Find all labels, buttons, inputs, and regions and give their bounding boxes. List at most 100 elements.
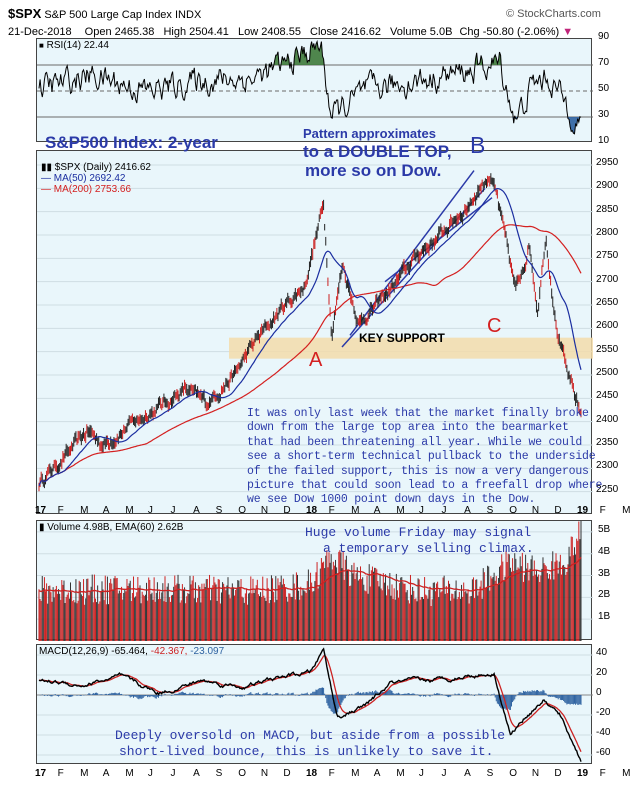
month-tick-label: A <box>464 768 471 779</box>
month-tick-label: J <box>148 768 153 779</box>
month-tick-label: F <box>600 768 606 779</box>
price-legend-text: $SPX (Daily) 2416.62 <box>55 162 151 173</box>
month-tick-label: J <box>171 768 176 779</box>
month-tick-label: 19 <box>577 768 588 779</box>
ma50-legend: — MA(50) 2692.42 <box>41 173 126 184</box>
month-tick-label: 17 <box>35 768 46 779</box>
month-tick-label: J <box>419 505 424 516</box>
price-tick-label: 2950 <box>596 157 618 168</box>
price-tick-label: 2400 <box>596 414 618 425</box>
commentary-line: It was only last week that the market fi… <box>247 407 591 421</box>
commentary-line: of the failed support, this is now a ver… <box>247 465 591 479</box>
rsi-tick-label: 90 <box>598 31 609 42</box>
price-tick-label: 2550 <box>596 344 618 355</box>
macd-panel: MACD(12,26,9) -65.464, -42.367, -23.097 … <box>36 644 592 764</box>
rsi-tick-label: 70 <box>598 57 609 68</box>
macd-note-line2: short-lived bounce, this is unlikely to … <box>119 744 493 759</box>
macd-tick-label: 20 <box>596 667 607 678</box>
month-tick-label: A <box>103 768 110 779</box>
price-tick-label: 2450 <box>596 390 618 401</box>
volume-tick-label: 2B <box>598 589 610 600</box>
month-tick-label: O <box>238 768 246 779</box>
month-tick-label: J <box>148 505 153 516</box>
month-tick-label: M <box>351 505 359 516</box>
chart-header: $SPX S&P 500 Large Cap Index INDX <box>8 6 201 21</box>
price-legend-main: ▮▮ $SPX (Daily) 2416.62 <box>41 162 151 173</box>
month-tick-label: F <box>58 768 64 779</box>
price-tick-label: 2300 <box>596 460 618 471</box>
month-tick-label: N <box>261 505 268 516</box>
pattern-note-line1: Pattern approximates <box>303 126 436 141</box>
month-tick-label: N <box>261 768 268 779</box>
macd-note-line1: Deeply oversold on MACD, but aside from … <box>115 728 505 743</box>
macd-legend-hist: -23.097 <box>190 646 224 657</box>
quote-high: High 2504.41 <box>163 26 228 38</box>
rsi-tick-label: 50 <box>598 83 609 94</box>
pattern-note-line2: to a DOUBLE TOP, <box>303 142 452 162</box>
ma200-legend-text: MA(200) 2753.66 <box>54 184 131 195</box>
volume-tick-label: 1B <box>598 611 610 622</box>
month-tick-label: D <box>554 505 561 516</box>
month-tick-label: F <box>600 505 606 516</box>
commentary-line: down from the large top area into the be… <box>247 421 591 435</box>
macd-tick-label: 40 <box>596 647 607 658</box>
month-tick-label: N <box>532 505 539 516</box>
ma200-legend: — MA(200) 2753.66 <box>41 184 131 195</box>
volume-tick-label: 5B <box>598 524 610 535</box>
month-tick-label: J <box>171 505 176 516</box>
month-tick-label: D <box>554 768 561 779</box>
ma50-legend-text: MA(50) 2692.42 <box>54 173 126 184</box>
month-tick-label: S <box>487 505 494 516</box>
month-tick-label: M <box>125 768 133 779</box>
channel-mid-line <box>385 198 492 282</box>
month-tick-label: S <box>216 505 223 516</box>
month-tick-label: M <box>396 768 404 779</box>
month-tick-label: M <box>351 768 359 779</box>
rsi-legend: ■ RSI(14) 22.44 <box>39 40 109 51</box>
macd-legend-value: -65.464, <box>111 646 148 657</box>
label-a: A <box>309 349 322 372</box>
month-tick-label: A <box>103 505 110 516</box>
month-tick-label: A <box>374 505 381 516</box>
month-tick-label: 18 <box>306 768 317 779</box>
month-tick-label: D <box>283 505 290 516</box>
month-tick-label: A <box>193 505 200 516</box>
quote-change: Chg -50.80 (-2.06%) <box>459 26 559 38</box>
month-tick-label: A <box>193 768 200 779</box>
volume-tick-label: 4B <box>598 546 610 557</box>
price-tick-label: 2500 <box>596 367 618 378</box>
chart-title-annotation: S&P500 Index: 2-year <box>45 133 218 153</box>
price-tick-label: 2600 <box>596 320 618 331</box>
label-b: B <box>470 132 485 159</box>
price-tick-label: 2250 <box>596 484 618 495</box>
month-tick-label: O <box>238 505 246 516</box>
month-tick-label: F <box>329 768 335 779</box>
quote-line: 21-Dec-2018 Open 2465.38 High 2504.41 Lo… <box>8 26 573 38</box>
month-tick-label: J <box>442 505 447 516</box>
macd-legend: MACD(12,26,9) -65.464, -42.367, -23.097 <box>39 646 224 657</box>
volume-note-line2: a temporary selling climax. <box>323 541 534 556</box>
channel-upper-line <box>350 171 474 336</box>
month-tick-label: M <box>396 505 404 516</box>
macd-legend-signal: -42.367, <box>151 646 188 657</box>
month-tick-label: 18 <box>306 505 317 516</box>
quote-date: 21-Dec-2018 <box>8 26 72 38</box>
price-tick-label: 2900 <box>596 180 618 191</box>
macd-tick-label: -60 <box>596 747 610 758</box>
macd-tick-label: -40 <box>596 727 610 738</box>
exchange-label: INDX <box>175 9 201 21</box>
volume-tick-label: 3B <box>598 568 610 579</box>
rsi-tick-label: 30 <box>598 109 609 120</box>
month-tick-label: O <box>509 768 517 779</box>
month-tick-label: N <box>532 768 539 779</box>
rsi-tick-label: 10 <box>598 135 609 146</box>
volume-note-line1: Huge volume Friday may signal <box>305 525 531 540</box>
month-tick-label: M <box>125 505 133 516</box>
change-down-icon: ▼ <box>562 26 573 38</box>
price-tick-label: 2850 <box>596 204 618 215</box>
macd-tick-label: -20 <box>596 707 610 718</box>
month-tick-label: O <box>509 505 517 516</box>
price-tick-label: 2750 <box>596 250 618 261</box>
volume-legend: ▮ Volume 4.98B, EMA(60) 2.62B <box>39 522 183 533</box>
month-tick-label: 17 <box>35 505 46 516</box>
